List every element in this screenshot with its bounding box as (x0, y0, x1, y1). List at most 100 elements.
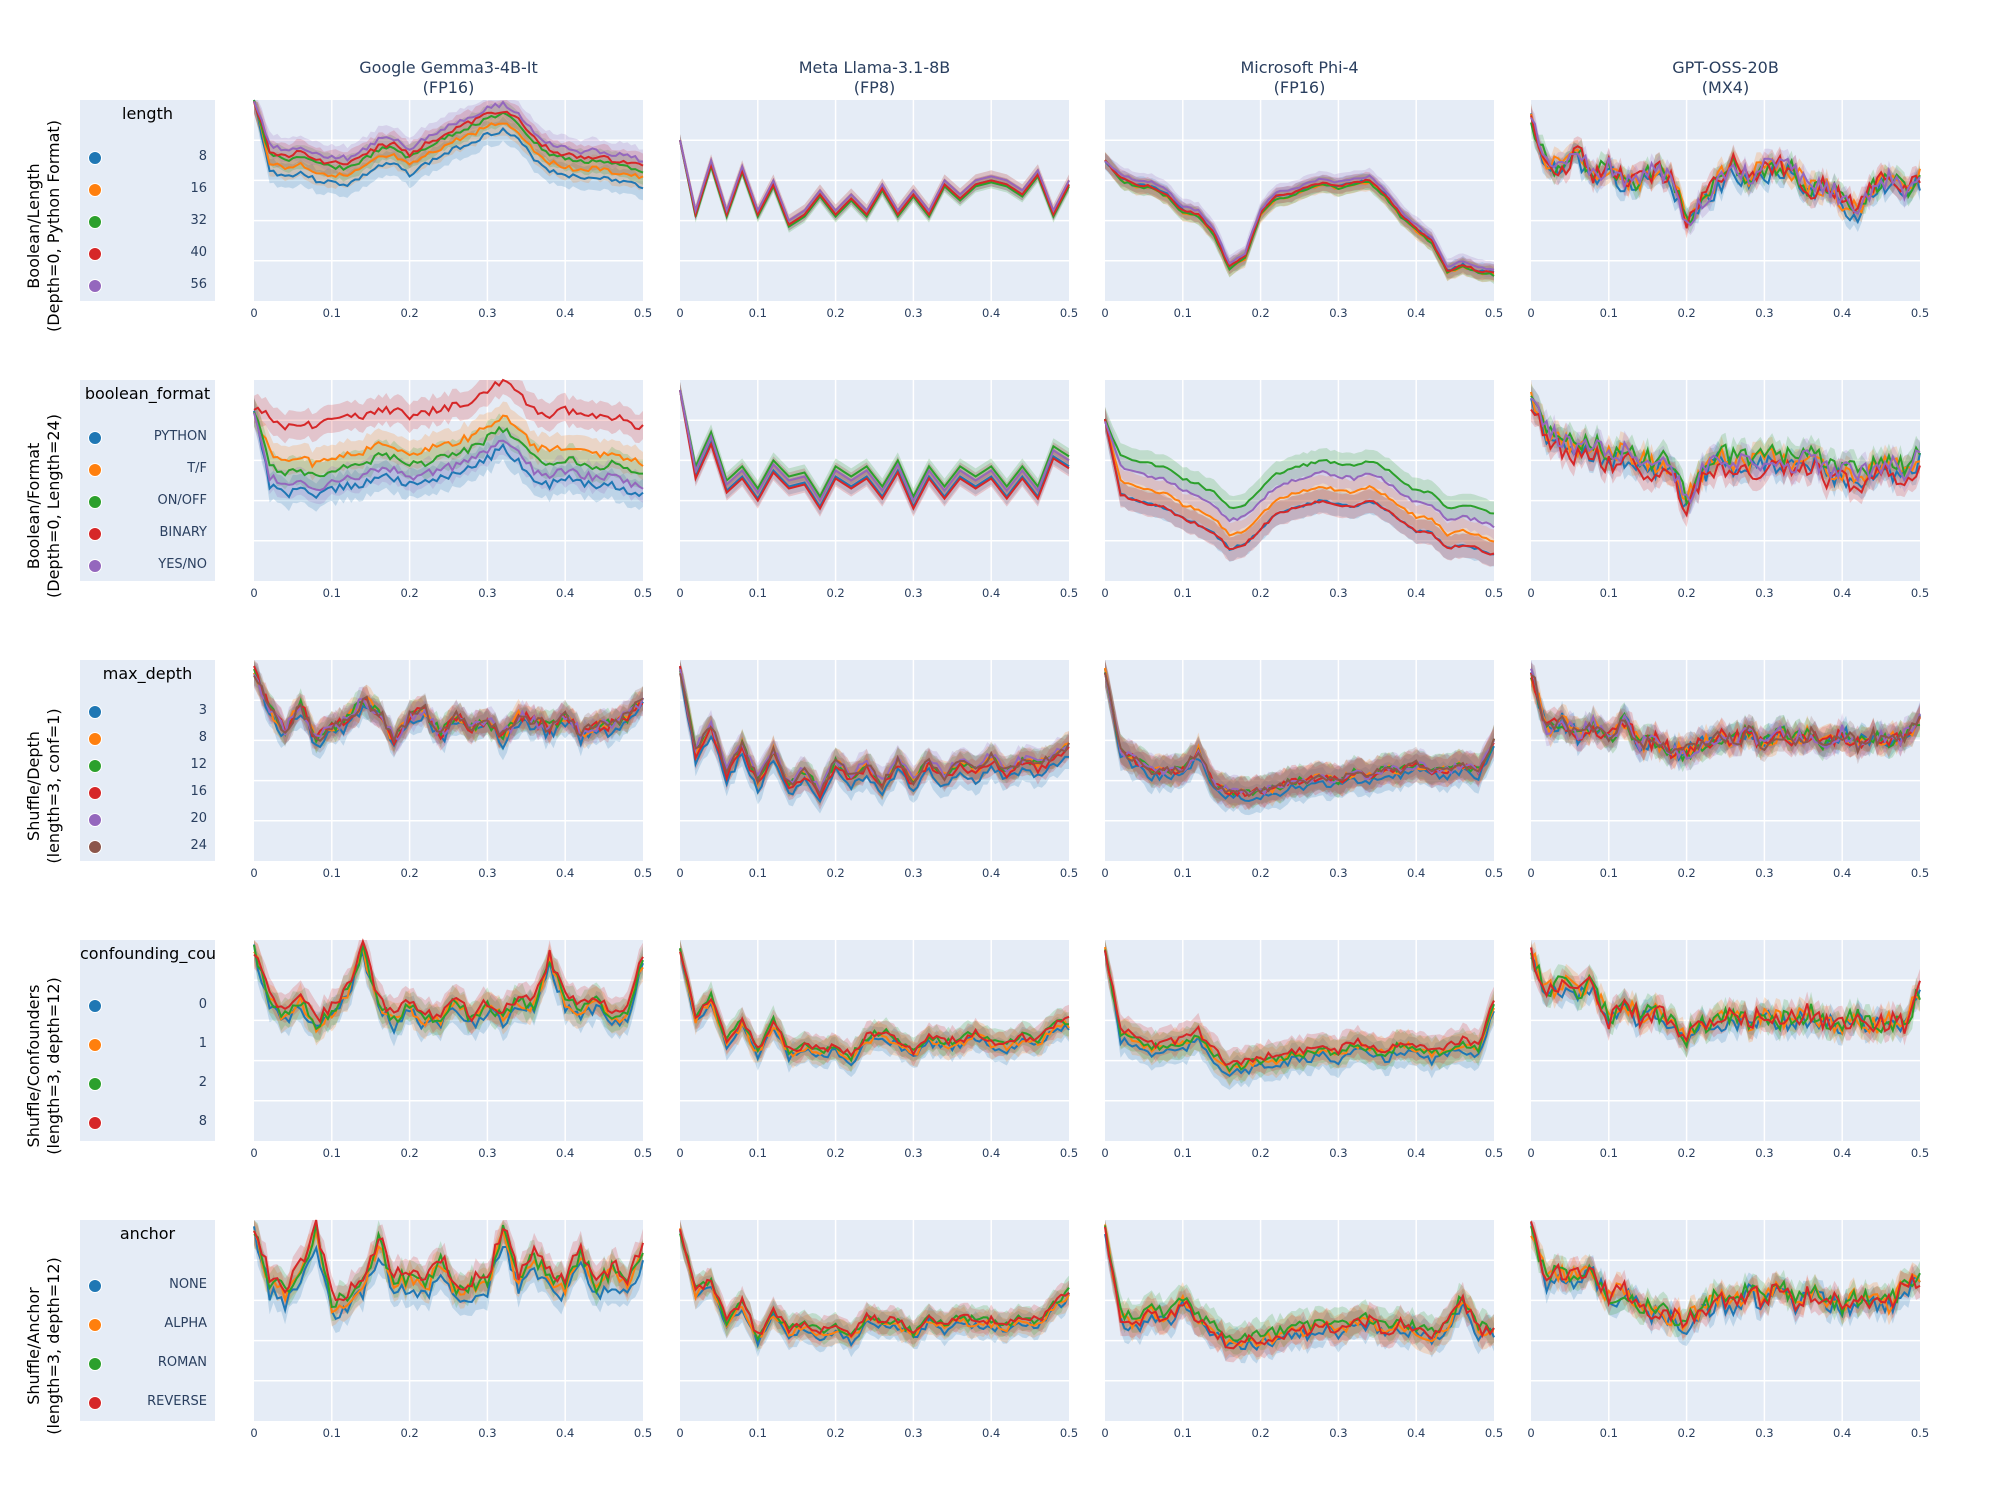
legend-item[interactable]: 8 (80, 727, 215, 749)
x-tick-label: 0.4 (556, 1426, 575, 1440)
subplot (1530, 1220, 1921, 1421)
x-tick-label: 0.1 (748, 1426, 767, 1440)
series-line (253, 99, 644, 190)
x-tick-label: 0.4 (556, 306, 575, 320)
subplot (1530, 940, 1921, 1141)
x-tick-label: 0.4 (982, 1426, 1001, 1440)
legend-label: 40 (190, 245, 207, 260)
series-line (1104, 1226, 1495, 1350)
x-tick-label: 0.5 (1059, 306, 1079, 320)
legend-label: 8 (198, 1114, 207, 1129)
row-label-params: (Depth=0, Length=24) (44, 413, 63, 598)
x-tick-label: 0.2 (1251, 306, 1270, 320)
line-chart (1104, 100, 1495, 301)
legend-marker-icon (88, 1038, 102, 1052)
x-tick-label: 0 (1101, 1146, 1109, 1160)
subplot (253, 660, 644, 861)
legend-marker-icon (88, 759, 102, 773)
subplot (679, 940, 1070, 1141)
x-tick-label: 0.1 (322, 586, 341, 600)
legend-item[interactable]: 56 (80, 274, 215, 296)
legend-item[interactable]: PYTHON (80, 426, 215, 448)
series-line (1104, 419, 1495, 543)
x-tick-label: 0.4 (556, 866, 575, 880)
x-tick-label: 0.4 (1833, 866, 1852, 880)
legend-item[interactable]: ALPHA (80, 1313, 215, 1335)
legend-item[interactable]: 0 (80, 994, 215, 1016)
series-line (679, 139, 1070, 223)
line-chart (679, 940, 1070, 1141)
x-tick-label: 0.5 (1910, 1146, 1930, 1160)
legend-item[interactable]: REVERSE (80, 1391, 215, 1413)
x-tick-label: 0.4 (982, 1146, 1001, 1160)
series-line (1530, 1221, 1921, 1329)
legend-item[interactable]: 8 (80, 146, 215, 168)
x-tick-label: 0.5 (1484, 1426, 1504, 1440)
line-chart (1530, 940, 1921, 1141)
x-tick-label: 0.1 (322, 866, 341, 880)
x-tick-label: 0.2 (1677, 1426, 1696, 1440)
legend-item[interactable]: 32 (80, 210, 215, 232)
series-line (253, 412, 644, 492)
x-tick-label: 0.2 (826, 1146, 845, 1160)
row-label-title: Shuffle/Depth (24, 730, 43, 841)
legend-item[interactable]: 8 (80, 1111, 215, 1133)
legend-item[interactable]: BINARY (80, 522, 215, 544)
x-tick-label: 0.3 (1329, 586, 1348, 600)
x-tick-label: 0.3 (1329, 306, 1348, 320)
x-tick-label: 0.4 (1407, 1146, 1426, 1160)
legend-marker-icon (88, 1318, 102, 1332)
x-tick-label: 0.5 (1059, 1426, 1079, 1440)
legend-item[interactable]: 12 (80, 754, 215, 776)
x-tick-label: 0.1 (1173, 586, 1192, 600)
x-tick-label: 0.2 (1251, 1146, 1270, 1160)
subplot (253, 378, 644, 581)
legend-label: 8 (198, 149, 207, 164)
model-precision: (FP8) (853, 78, 896, 97)
legend: boolean_format PYTHON T/F ON/OFF BINARY YES/N… (80, 380, 215, 581)
x-tick-label: 0.1 (1173, 1426, 1192, 1440)
legend-item[interactable]: ON/OFF (80, 490, 215, 512)
line-chart (253, 660, 644, 861)
legend-item[interactable]: NONE (80, 1274, 215, 1296)
series-line (679, 666, 1069, 804)
legend-marker-icon (88, 247, 102, 261)
legend-marker-icon (88, 1077, 102, 1091)
legend-item[interactable]: T/F (80, 458, 215, 480)
legend-marker-icon (88, 786, 102, 800)
x-tick-label: 0.3 (478, 586, 497, 600)
x-tick-label: 0.2 (1677, 866, 1696, 880)
x-tick-label: 0.5 (1059, 586, 1079, 600)
legend-item[interactable]: 1 (80, 1033, 215, 1055)
x-tick-label: 0.4 (556, 1146, 575, 1160)
legend-item[interactable]: 20 (80, 808, 215, 830)
x-tick-label: 0 (1527, 1426, 1535, 1440)
series-line (1104, 159, 1495, 274)
legend-item[interactable]: 24 (80, 835, 215, 857)
x-tick-label: 0.1 (748, 1146, 767, 1160)
legend-item[interactable]: ROMAN (80, 1352, 215, 1374)
x-tick-label: 0.1 (322, 1426, 341, 1440)
x-tick-label: 0.5 (1059, 1146, 1079, 1160)
legend-label: ROMAN (157, 1355, 207, 1370)
column-title: Microsoft Phi-4 (FP16) (1105, 58, 1494, 98)
legend-marker-icon (88, 705, 102, 719)
x-tick-label: 0.2 (400, 586, 419, 600)
legend-item[interactable]: 16 (80, 178, 215, 200)
legend-item[interactable]: 16 (80, 781, 215, 803)
legend-label: 24 (190, 838, 207, 853)
legend-item[interactable]: 2 (80, 1072, 215, 1094)
x-tick-label: 0.3 (1329, 1426, 1348, 1440)
x-tick-label: 0 (676, 586, 684, 600)
legend-item[interactable]: 3 (80, 700, 215, 722)
legend-item[interactable]: 40 (80, 242, 215, 264)
x-tick-label: 0.2 (826, 586, 845, 600)
subplot (679, 380, 1070, 581)
x-tick-label: 0.3 (1755, 306, 1774, 320)
legend-title: boolean_format (84, 384, 211, 403)
legend-item[interactable]: YES/NO (80, 554, 215, 576)
series-line (253, 938, 644, 1025)
x-tick-label: 0.5 (1910, 586, 1930, 600)
subplot (1530, 100, 1921, 301)
series-line (1104, 950, 1495, 1078)
